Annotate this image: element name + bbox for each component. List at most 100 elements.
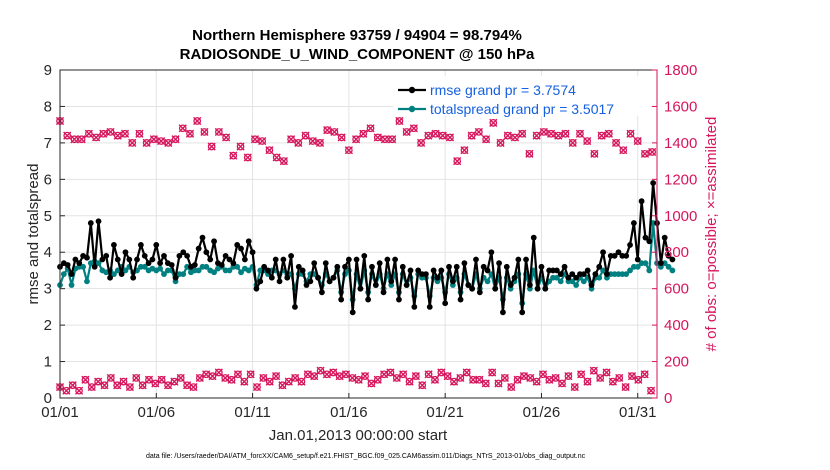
obs-possible-marker [316,139,324,147]
obs-possible-marker [157,137,165,145]
obs-assimilated-marker [291,373,300,383]
obs-possible-marker [547,129,555,138]
obs-assimilated-marker [438,131,447,140]
obs-marks [55,116,657,395]
y-right-tick-label: 400 [664,317,689,334]
totalspread-point [122,267,129,274]
rmse-point [430,267,437,274]
obs-possible-marker [193,117,202,125]
obs-assimilated-marker [149,135,158,144]
obs-assimilated-marker [252,382,262,392]
obs-possible-marker [438,131,447,140]
obs-possible-marker [132,374,141,382]
obs-possible-marker [359,129,368,138]
rmse-point [307,278,314,285]
rmse-point [604,271,610,277]
rmse-point [64,262,71,268]
x-tick-label: 01/26 [523,404,561,421]
obs-possible-marker [554,131,563,140]
obs-assimilated-marker [176,373,185,383]
rmse-point [503,263,510,270]
obs-assimilated-marker [221,373,230,383]
obs-assimilated-marker [507,382,516,392]
obs-possible-marker [446,133,454,142]
rmse-point [303,282,310,288]
rmse-point [95,218,102,225]
obs-assimilated-marker [214,127,223,137]
x-tick-label: 01/31 [619,404,657,421]
obs-possible-marker [62,386,71,395]
obs-assimilated-marker [113,131,122,140]
rmse-point [457,296,464,303]
chart-title-line1: Northern Hemisphere 93759 / 94904 = 98.7… [192,27,522,44]
obs-assimilated-marker [128,138,137,147]
rmse-point [442,300,449,307]
obs-assimilated-marker [120,129,130,138]
obs-assimilated-marker [200,127,209,137]
legend-rmse-marker [408,86,416,94]
obs-assimilated-marker [74,386,84,395]
obs-assimilated-marker [70,135,79,144]
obs-possible-marker [596,374,605,382]
obs-possible-marker [410,124,418,133]
y-axis-left-label: rmse and totalspread [25,164,42,305]
rmse-point [241,256,248,263]
legend-totalspread-label: totalspread grand pr = 3.5017 [430,101,614,117]
obs-possible-marker [405,377,414,386]
obs-assimilated-marker [481,379,490,388]
obs-possible-marker [570,383,579,391]
y-axis-right: 0 200 400 600 800 1000 1200 1400 1600 1800 [652,62,697,407]
obs-possible-marker [583,137,592,145]
x-tick-label: 01/11 [234,404,270,421]
obs-possible-marker [431,375,439,384]
obs-possible-marker [253,383,261,391]
rmse-point [280,256,287,263]
totalspread-point [569,278,576,285]
rmse-point [553,267,560,274]
rmse-point [261,263,268,270]
obs-assimilated-marker [337,133,346,142]
obs-possible-marker [100,381,109,390]
rmse-point [276,278,283,285]
rmse-point [630,220,637,226]
rmse-point [111,242,117,248]
rmse-point [168,262,175,268]
obs-possible-marker [81,375,90,384]
y-right-tick-label: 1600 [664,98,697,115]
obs-possible-marker [323,126,332,134]
obs-assimilated-marker [590,149,599,158]
rmse-point [222,252,229,259]
obs-assimilated-marker [222,133,231,142]
rmse-point [380,289,387,296]
totalspread-point [484,278,491,285]
obs-assimilated-marker [202,370,211,379]
rmse-point [226,256,233,263]
rmse-point [423,271,429,277]
x-axis: 01/01 01/06 01/11 01/16 01/21 01/26 01/31 [41,393,657,421]
obs-possible-marker [467,131,476,140]
obs-possible-marker [352,135,360,144]
obs-assimilated-marker [233,370,243,379]
rmse-point [118,271,125,277]
y-right-tick-label: 600 [664,281,689,298]
obs-possible-marker [597,131,606,140]
obs-possible-marker [287,135,295,144]
rmse-point [399,263,406,270]
rmse-point [588,282,595,288]
rmse-point [615,249,622,256]
rmse-point [623,252,630,259]
obs-possible-marker [135,129,144,138]
x-axis-label: Jan.01,2013 00:00:00 start [269,427,448,444]
rmse-point [480,263,487,270]
totalspread-point [234,263,241,270]
obs-assimilated-marker [315,138,325,147]
obs-possible-marker [540,128,548,136]
obs-possible-marker [481,379,490,388]
rmse-point [268,274,275,281]
obs-possible-marker [418,381,427,390]
rmse-point [137,242,144,248]
rmse-point [72,256,79,263]
obs-possible-marker [443,372,452,380]
obs-assimilated-marker [557,379,567,388]
